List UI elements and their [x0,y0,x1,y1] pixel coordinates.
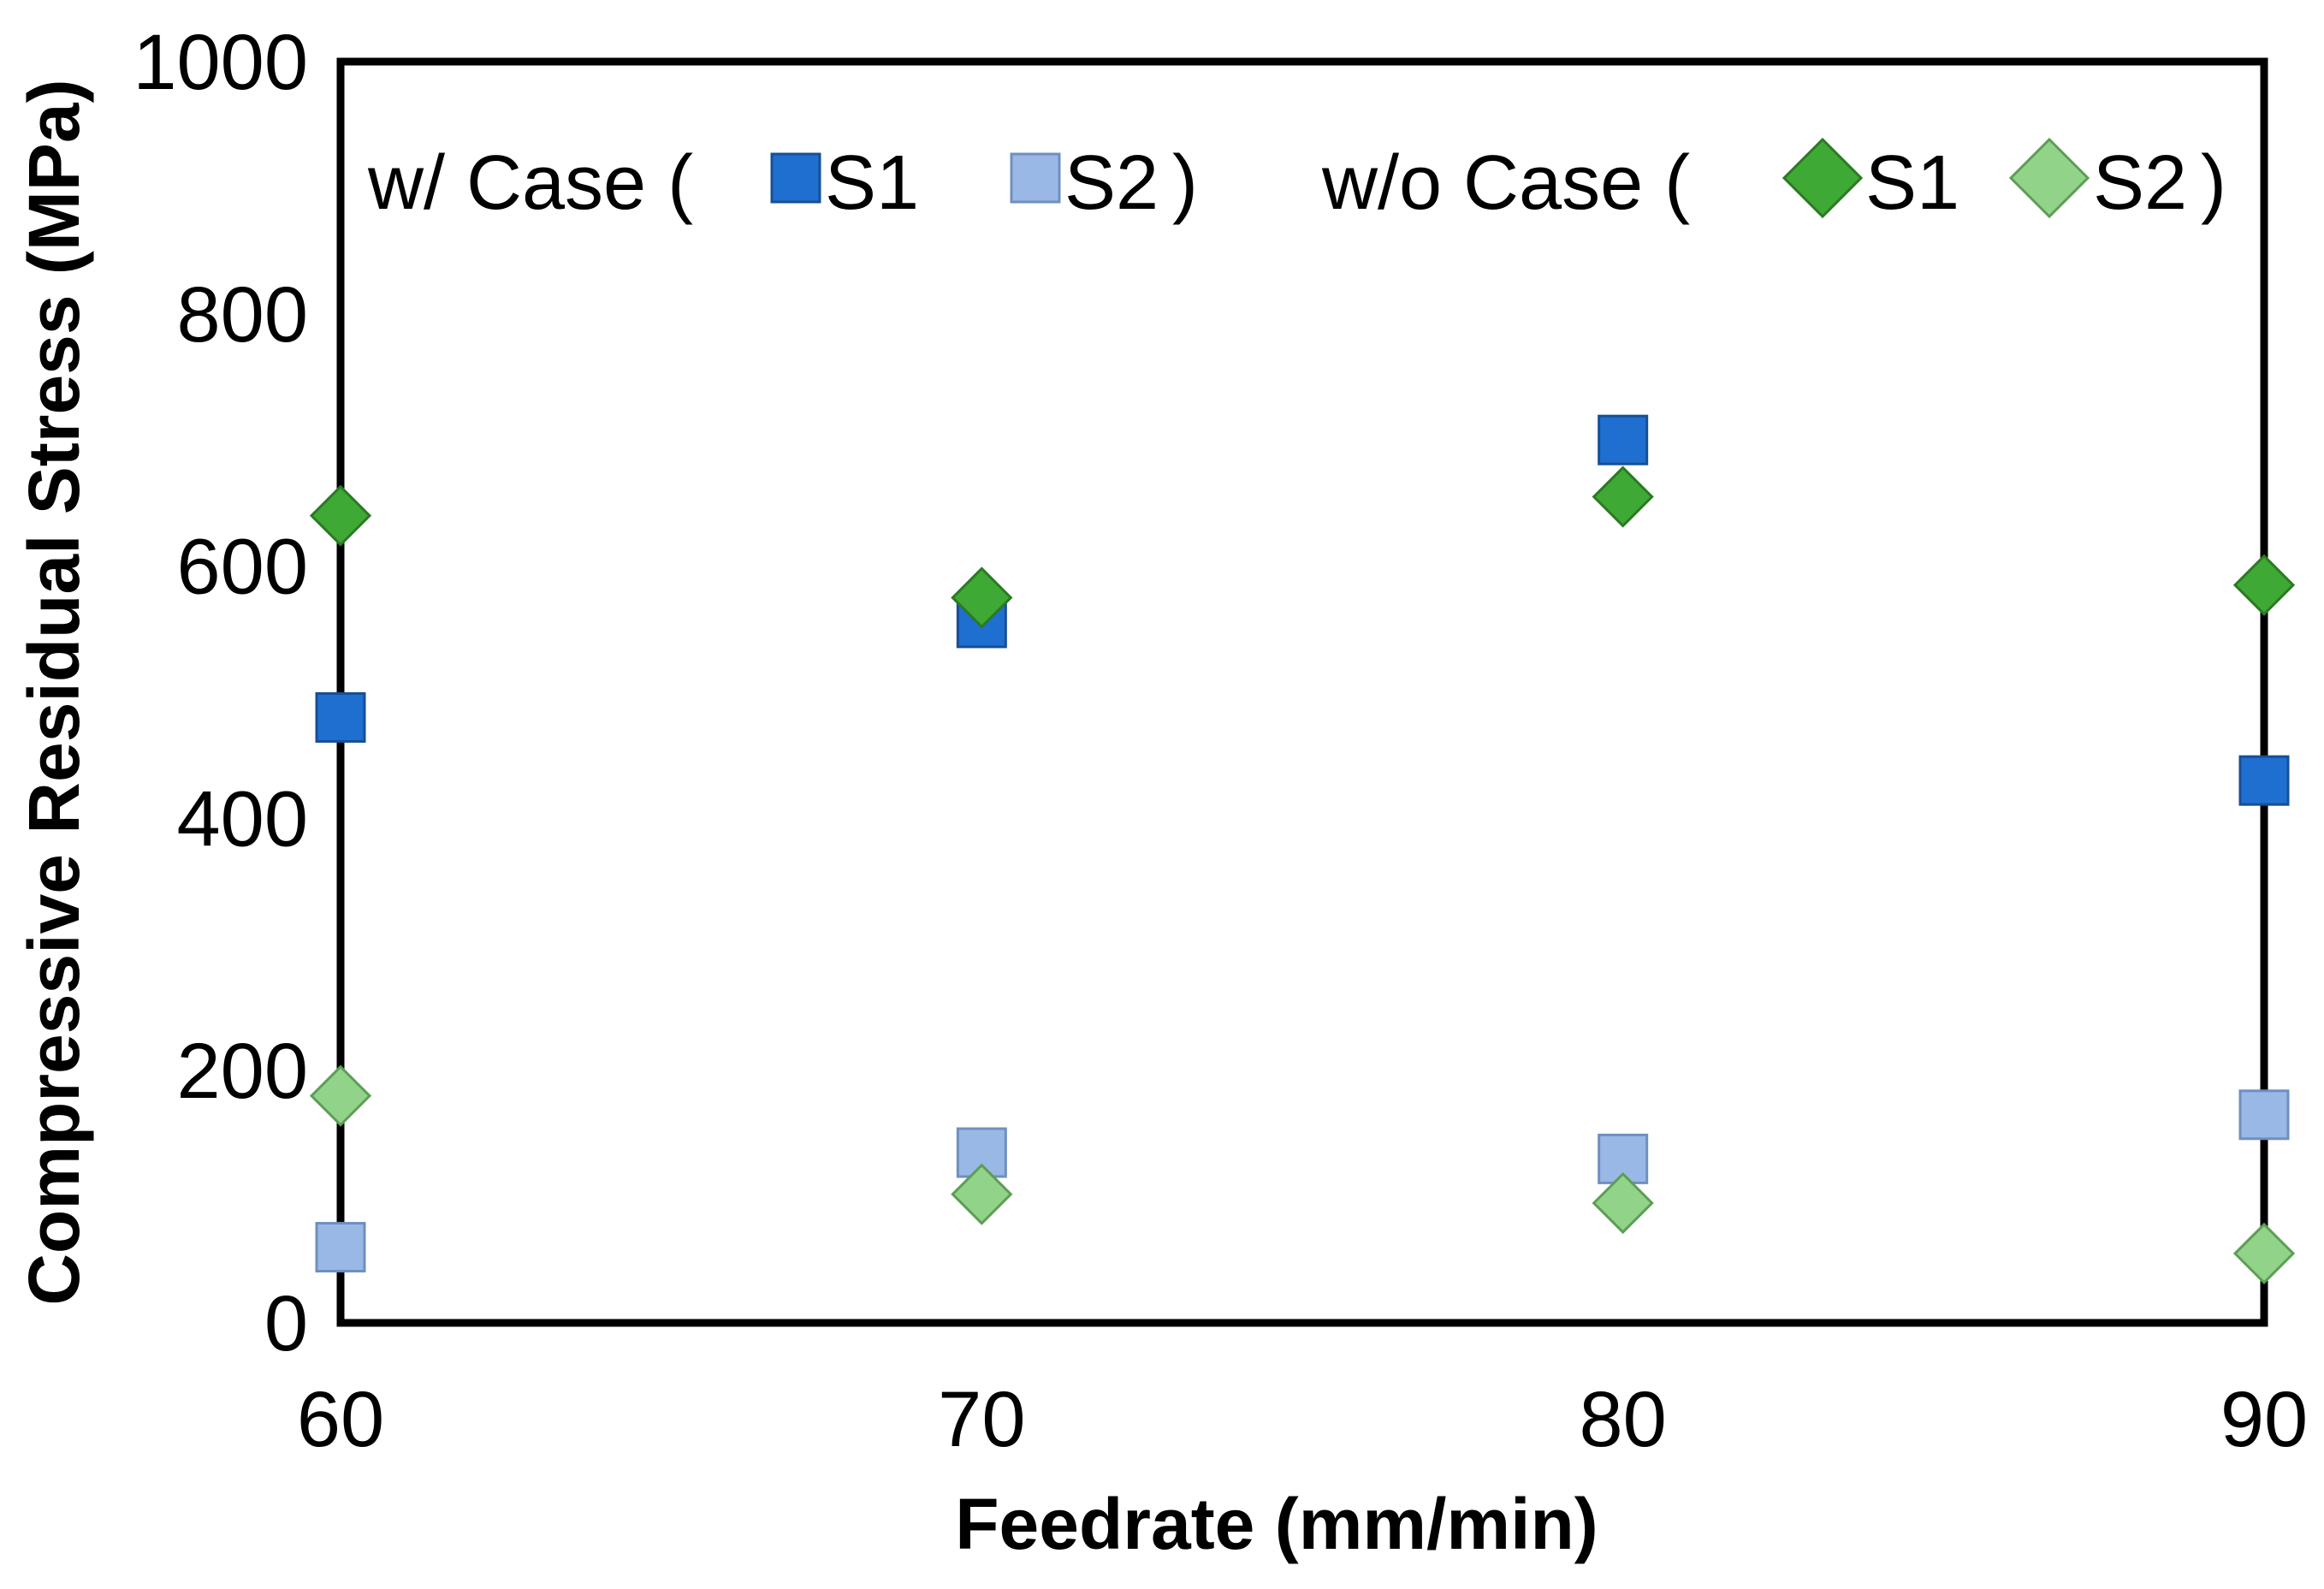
legend-label-wocase-s1: S1 [1865,140,1959,226]
legend-marker-wocase-s1 [1782,137,1864,219]
y-tick-labels: 0 200 400 600 800 1000 [133,19,308,1367]
legend-group1-suffix: ) [1172,140,1198,226]
data-point-diamond [1592,1171,1654,1235]
x-tick-label: 60 [297,1376,384,1463]
series-w-o-case-s1 [309,465,2296,629]
legend-marker-wcase-s1 [770,152,821,204]
legend-label-wocase-s2: S2 [2093,140,2187,226]
legend-group2-suffix: ) [2201,140,2226,226]
data-point-square [315,1222,366,1273]
legend-group2-prefix: w/o Case ( [1321,140,1690,226]
data-point-square [2238,755,2290,806]
y-tick-label: 400 [177,775,309,863]
x-tick-label: 80 [1579,1376,1666,1463]
x-tick-labels: 60 70 80 90 [297,1376,2308,1463]
legend-label-wcase-s2: S2 [1064,140,1159,226]
series-w-o-case-s2 [309,1064,2296,1285]
legend-group1-prefix: w/ Case ( [367,140,693,226]
legend-marker-wocase-s2 [2008,137,2090,219]
legend-label-wcase-s1: S1 [825,140,919,226]
legend-marker-wcase-s2 [1010,152,1061,204]
data-point-diamond [309,1064,372,1127]
y-tick-label: 600 [177,524,309,611]
x-axis-title: Feedrate (mm/min) [955,1484,1598,1564]
y-axis-title: Compressive Residual Stress (MPa) [14,79,94,1305]
y-tick-label: 800 [177,271,309,359]
data-point-diamond [951,566,1013,629]
data-point-square [315,691,366,743]
data-point-diamond [2232,554,2296,616]
legend: w/ Case ( S1 S2 ) w/o Case ( S1 S2 ) [367,137,2226,226]
data-point-diamond [1592,465,1654,528]
data-point-diamond [309,484,372,547]
plot-area-frame [336,57,2268,1327]
x-tick-label: 70 [938,1376,1025,1463]
data-markers [309,414,2296,1285]
data-point-square [1598,414,1649,465]
y-tick-label: 0 [264,1280,308,1367]
x-tick-label: 90 [2220,1376,2308,1463]
data-point-diamond [2232,1222,2296,1285]
series-w-case-s1 [315,414,2290,806]
series-w-case-s2 [315,1089,2290,1273]
data-point-square [2238,1089,2290,1141]
y-tick-label: 1000 [133,19,308,106]
y-tick-label: 200 [177,1028,309,1115]
data-point-diamond [951,1163,1013,1225]
